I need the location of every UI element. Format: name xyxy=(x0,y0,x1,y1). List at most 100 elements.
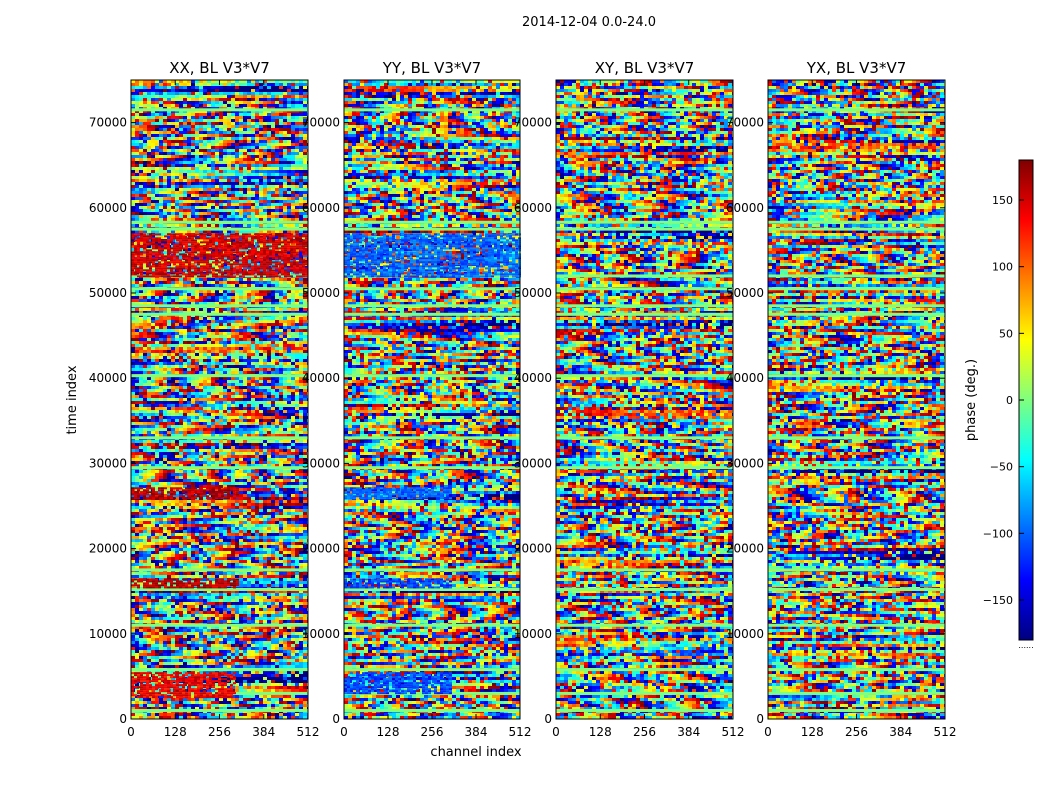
y-tick-label: 20000 xyxy=(302,542,340,556)
x-tick-label: 512 xyxy=(934,725,957,739)
y-tick-label: 50000 xyxy=(89,286,127,300)
x-tick-label: 384 xyxy=(465,725,488,739)
y-tick-label: 70000 xyxy=(89,116,127,130)
x-tick-label: 0 xyxy=(127,725,135,739)
flat-band xyxy=(556,568,733,572)
flat-band xyxy=(556,274,733,278)
flat-band xyxy=(556,691,733,695)
flat-band xyxy=(768,568,945,572)
y-tick-label: 10000 xyxy=(514,627,552,641)
flat-band xyxy=(556,436,733,440)
panel-title: XY, BL V3*V7 xyxy=(595,59,695,77)
flat-band xyxy=(131,587,308,591)
heatmap-image xyxy=(768,80,945,719)
flat-band xyxy=(131,304,308,308)
x-tick-label: 128 xyxy=(589,725,612,739)
colorbar-tick-label: −100 xyxy=(983,527,1013,540)
flat-band xyxy=(344,227,520,231)
flat-band xyxy=(768,274,945,278)
flat-band xyxy=(344,668,520,672)
x-tick-label: 256 xyxy=(633,725,656,739)
colorbar-tick-label: 150 xyxy=(992,194,1013,207)
y-tick-label: 0 xyxy=(756,712,764,726)
x-tick-label: 512 xyxy=(722,725,745,739)
y-tick-label: 70000 xyxy=(302,116,340,130)
flat-band xyxy=(556,304,733,308)
y-tick-label: 20000 xyxy=(726,542,764,556)
x-tick-label: 256 xyxy=(845,725,868,739)
flat-band xyxy=(344,691,520,695)
flat-band xyxy=(556,220,733,224)
x-tick-label: 256 xyxy=(421,725,444,739)
flat-band xyxy=(344,374,520,378)
flat-band xyxy=(131,623,308,627)
flat-band xyxy=(556,668,733,672)
y-tick-label: 40000 xyxy=(89,371,127,385)
colorbar-tick-label: 0 xyxy=(1006,394,1013,407)
colorbar-tick-label: −50 xyxy=(990,461,1013,474)
flat-band xyxy=(768,312,945,316)
y-tick-label: 30000 xyxy=(726,456,764,470)
y-axis-label: time index xyxy=(65,365,80,434)
x-axis: 0 128 256 384 512 xyxy=(764,80,956,739)
flat-band xyxy=(768,436,945,440)
plot-frame xyxy=(555,79,734,720)
flat-band xyxy=(131,436,308,440)
flat-band xyxy=(344,312,520,316)
heatmap-image xyxy=(556,80,733,719)
y-tick-label: 10000 xyxy=(302,627,340,641)
flat-band xyxy=(556,708,733,712)
x-tick-label: 0 xyxy=(764,725,772,739)
panel-title: XX, BL V3*V7 xyxy=(169,59,270,77)
y-tick-label: 50000 xyxy=(302,286,340,300)
x-tick-label: 256 xyxy=(208,725,231,739)
x-tick-label: 384 xyxy=(677,725,700,739)
x-axis: 0 128 256 384 512 xyxy=(127,80,319,739)
flat-band xyxy=(768,227,945,231)
x-axis: 0 128 256 384 512 xyxy=(340,80,531,739)
x-tick-label: 128 xyxy=(801,725,824,739)
flat-band xyxy=(344,108,520,112)
flat-band xyxy=(768,466,945,470)
heatmap-image xyxy=(131,80,308,719)
y-tick-label: 20000 xyxy=(89,542,127,556)
y-axis: 0 10000 20000 30000 40000 50000 60000 70000 xyxy=(514,116,733,726)
flat-band xyxy=(131,466,308,470)
x-tick-label: 0 xyxy=(552,725,560,739)
flat-band xyxy=(131,568,308,572)
plot-frame xyxy=(343,79,521,720)
panel-title: YX, BL V3*V7 xyxy=(806,59,907,77)
y-tick-label: 60000 xyxy=(89,201,127,215)
flat-band xyxy=(556,108,733,112)
y-tick-label: 0 xyxy=(332,712,340,726)
flat-band xyxy=(768,691,945,695)
y-axis: 0 10000 20000 30000 40000 50000 60000 70000 xyxy=(726,116,945,726)
colorbar-tick-label: 100 xyxy=(992,261,1013,274)
colorbar: 150 100 50 0 −50 −100 −150 phase (deg.) ...... xyxy=(964,159,1034,650)
flat-band xyxy=(556,374,733,378)
y-tick-label: 20000 xyxy=(514,542,552,556)
flat-band xyxy=(344,708,520,712)
y-tick-label: 70000 xyxy=(726,116,764,130)
y-tick-label: 30000 xyxy=(514,456,552,470)
flat-band xyxy=(768,287,945,291)
flat-band xyxy=(768,668,945,672)
flat-band xyxy=(131,668,308,672)
x-tick-label: 128 xyxy=(164,725,187,739)
colorbar-label: phase (deg.) xyxy=(964,359,979,441)
flat-band xyxy=(768,708,945,712)
panel-title: YY, BL V3*V7 xyxy=(382,59,481,77)
y-tick-label: 50000 xyxy=(726,286,764,300)
flat-band xyxy=(768,623,945,627)
plot-frame xyxy=(767,79,946,720)
colorbar-ticks: 150 100 50 0 −50 −100 −150 xyxy=(983,194,1024,607)
colorbar-tick-label: −150 xyxy=(983,594,1013,607)
figure-suptitle: 2014-12-04 0.0-24.0 xyxy=(522,15,656,30)
flat-band xyxy=(556,623,733,627)
heatmap-image xyxy=(344,80,521,719)
y-tick-label: 70000 xyxy=(514,116,552,130)
y-tick-label: 0 xyxy=(119,712,127,726)
flat-band xyxy=(344,304,520,308)
x-axis-label: channel index xyxy=(430,745,521,760)
x-tick-label: 0 xyxy=(340,725,348,739)
